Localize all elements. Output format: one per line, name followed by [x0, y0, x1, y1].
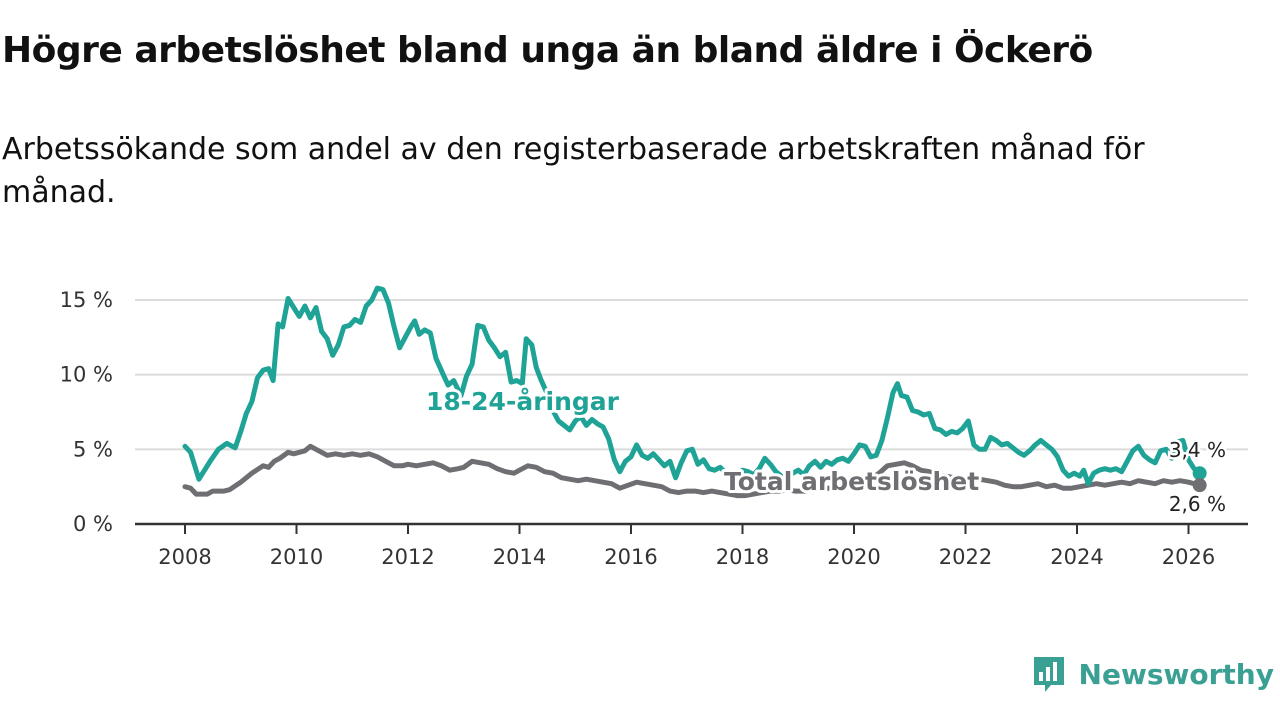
x-tick-label: 2026 [1162, 545, 1215, 569]
end-label-total: 2,6 % [1169, 492, 1226, 516]
x-tick-label: 2024 [1050, 545, 1103, 569]
brand-name: Newsworthy [1078, 657, 1274, 691]
series-line-18-24 [182, 285, 1203, 487]
end-label-18-24: 3,4 % [1169, 438, 1226, 462]
x-tick-label: 2022 [939, 545, 992, 569]
series-label-18-24: 18-24-åringar [426, 387, 620, 416]
x-tick-label: 2018 [716, 545, 769, 569]
y-tick-label: 5 % [73, 437, 113, 461]
chart-title: Högre arbetslöshet bland unga än bland ä… [2, 30, 1093, 71]
x-tick-label: 2016 [604, 545, 657, 569]
end-marker-total [1192, 478, 1207, 493]
x-tick-label: 2008 [158, 545, 211, 569]
y-tick-label: 15 % [60, 288, 113, 312]
newsworthy-logo-icon [1033, 657, 1064, 692]
end-marker-18-24 [1192, 466, 1207, 481]
x-tick-label: 2010 [270, 545, 323, 569]
series-label-total: Total arbetslöshet [724, 467, 979, 496]
y-tick-label: 0 % [73, 512, 113, 536]
y-tick-label: 10 % [60, 363, 113, 387]
series-line-total [182, 443, 1203, 499]
brand-logo: Newsworthy [1031, 654, 1274, 694]
chart-subtitle: Arbetssökande som andel av den registerb… [2, 132, 1145, 210]
x-tick-label: 2014 [493, 545, 546, 569]
x-tick-label: 2012 [381, 545, 434, 569]
x-tick-label: 2020 [827, 545, 880, 569]
